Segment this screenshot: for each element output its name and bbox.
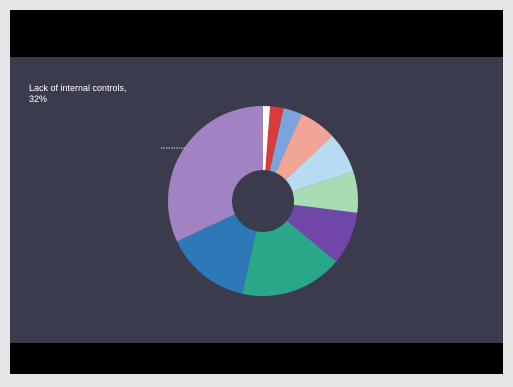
callout-name: Lack of internal controls, [29,83,127,93]
donut-slice-2 [263,106,271,171]
donut-slice-1 [167,106,263,242]
donut-slice-7 [292,171,358,213]
bottom-letterbox [10,343,503,374]
slice-callout-label: Lack of internal controls, 32% [29,83,169,105]
donut-slice-10 [177,214,257,294]
donut-slice-4 [269,108,302,173]
donut-slice-6 [285,135,354,192]
donut-slice-9 [242,220,337,296]
donut-slice-5 [275,114,333,180]
callout-value: 32% [29,94,48,104]
donut-slice-8 [286,204,358,262]
donut-slice-3 [265,106,284,171]
